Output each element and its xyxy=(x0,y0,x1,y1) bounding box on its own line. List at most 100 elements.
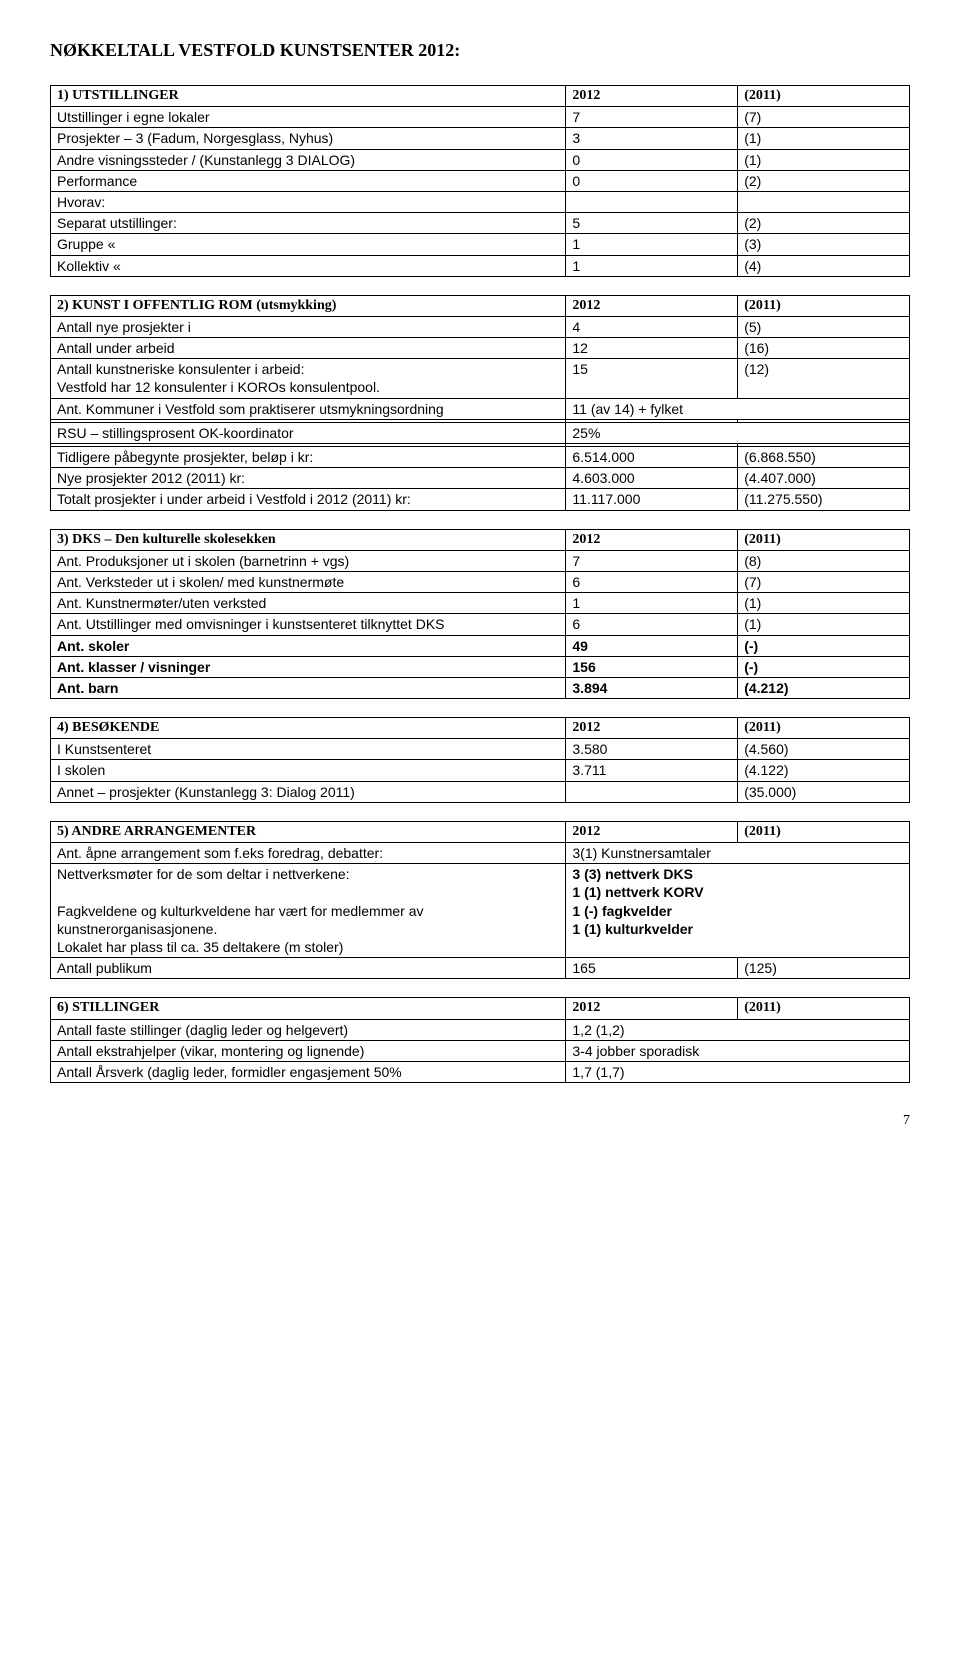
table-header-label: 5) ANDRE ARRANGEMENTER xyxy=(51,821,566,842)
data-table: 3) DKS – Den kulturelle skolesekken2012(… xyxy=(50,529,910,700)
row-label: Totalt prosjekter i under arbeid i Vestf… xyxy=(51,489,566,510)
row-value-2: (2) xyxy=(738,170,910,191)
row-label: RSU – stillingsprosent OK-koordinator xyxy=(51,422,566,443)
table-row: Ant. åpne arrangement som f.eks foredrag… xyxy=(51,843,910,864)
row-value-span: 25% xyxy=(566,422,910,443)
table-row: Antall Årsverk (daglig leder, formidler … xyxy=(51,1061,910,1082)
table-header-col2: (2011) xyxy=(738,718,910,739)
row-label: Nettverksmøter for de som deltar i nettv… xyxy=(51,864,566,958)
row-value-1: 49 xyxy=(566,635,738,656)
row-value-span: 3-4 jobber sporadisk xyxy=(566,1040,910,1061)
table-row: Antall ekstrahjelper (vikar, montering o… xyxy=(51,1040,910,1061)
table-header-col2: (2011) xyxy=(738,86,910,107)
row-value-span: 11 (av 14) + fylket xyxy=(566,398,910,419)
row-value-2: (4) xyxy=(738,255,910,276)
row-label: Tidligere påbegynte prosjekter, beløp i … xyxy=(51,447,566,468)
page-number: 7 xyxy=(50,1113,910,1129)
table-row: Utstillinger i egne lokaler7(7) xyxy=(51,107,910,128)
row-value-span: 1,7 (1,7) xyxy=(566,1061,910,1082)
table-row: RSU – stillingsprosent OK-koordinator25% xyxy=(51,422,910,443)
row-label: Nye prosjekter 2012 (2011) kr: xyxy=(51,468,566,489)
row-value-2: (1) xyxy=(738,128,910,149)
row-value-1: 1 xyxy=(566,255,738,276)
table-header-col2: (2011) xyxy=(738,998,910,1019)
table-header-col1: 2012 xyxy=(566,821,738,842)
row-label: Utstillinger i egne lokaler xyxy=(51,107,566,128)
row-label: I Kunstsenteret xyxy=(51,739,566,760)
row-value-1: 11.117.000 xyxy=(566,489,738,510)
row-label: Ant. Produksjoner ut i skolen (barnetrin… xyxy=(51,550,566,571)
row-value-span: 3 (3) nettverk DKS 1 (1) nettverk KORV 1… xyxy=(566,864,910,958)
row-value-1: 165 xyxy=(566,958,738,979)
table-row: Prosjekter – 3 (Fadum, Norgesglass, Nyhu… xyxy=(51,128,910,149)
row-value-1 xyxy=(566,191,738,212)
table-row: Annet – prosjekter (Kunstanlegg 3: Dialo… xyxy=(51,781,910,802)
row-label: Annet – prosjekter (Kunstanlegg 3: Dialo… xyxy=(51,781,566,802)
row-value-1: 1 xyxy=(566,593,738,614)
row-label: Performance xyxy=(51,170,566,191)
row-label: Ant. Verksteder ut i skolen/ med kunstne… xyxy=(51,571,566,592)
row-value-1: 6 xyxy=(566,614,738,635)
table-header-col2: (2011) xyxy=(738,821,910,842)
table-row: I skolen3.711(4.122) xyxy=(51,760,910,781)
page-title: NØKKELTALL VESTFOLD KUNSTSENTER 2012: xyxy=(50,40,910,61)
row-value-2: (125) xyxy=(738,958,910,979)
row-value-2: (7) xyxy=(738,107,910,128)
row-label: Antall nye prosjekter i xyxy=(51,316,566,337)
row-value-2: (3) xyxy=(738,234,910,255)
table-row: Ant. Verksteder ut i skolen/ med kunstne… xyxy=(51,571,910,592)
row-value-2: (5) xyxy=(738,316,910,337)
row-value-2: (4.122) xyxy=(738,760,910,781)
row-label: Antall ekstrahjelper (vikar, montering o… xyxy=(51,1040,566,1061)
row-value-2: (1) xyxy=(738,593,910,614)
table-header-label: 1) UTSTILLINGER xyxy=(51,86,566,107)
table-row: Tidligere påbegynte prosjekter, beløp i … xyxy=(51,447,910,468)
row-value-1 xyxy=(566,781,738,802)
table-row: Antall nye prosjekter i4(5) xyxy=(51,316,910,337)
row-label: Antall Årsverk (daglig leder, formidler … xyxy=(51,1061,566,1082)
table-header-col1: 2012 xyxy=(566,86,738,107)
table-row: Hvorav: xyxy=(51,191,910,212)
row-label: Ant. barn xyxy=(51,677,566,698)
row-value-2: (-) xyxy=(738,656,910,677)
row-value-1: 7 xyxy=(566,550,738,571)
data-table: 1) UTSTILLINGER2012(2011)Utstillinger i … xyxy=(50,85,910,277)
row-value-2 xyxy=(738,191,910,212)
table-header-col1: 2012 xyxy=(566,718,738,739)
row-value-1: 5 xyxy=(566,213,738,234)
row-value-1: 3.894 xyxy=(566,677,738,698)
table-row: Nye prosjekter 2012 (2011) kr:4.603.000(… xyxy=(51,468,910,489)
row-value-1: 3 xyxy=(566,128,738,149)
table-header-col2: (2011) xyxy=(738,529,910,550)
row-label: Gruppe « xyxy=(51,234,566,255)
row-value-2: (4.407.000) xyxy=(738,468,910,489)
table-row: Ant. Utstillinger med omvisninger i kuns… xyxy=(51,614,910,635)
table-row: Nettverksmøter for de som deltar i nettv… xyxy=(51,864,910,958)
table-header-col2: (2011) xyxy=(738,295,910,316)
tables-container: 1) UTSTILLINGER2012(2011)Utstillinger i … xyxy=(50,85,910,1083)
table-row: Separat utstillinger:5(2) xyxy=(51,213,910,234)
row-value-1: 3.711 xyxy=(566,760,738,781)
row-label: Ant. Kommuner i Vestfold som praktiserer… xyxy=(51,398,566,419)
table-header-col1: 2012 xyxy=(566,998,738,1019)
row-value-2: (4.212) xyxy=(738,677,910,698)
row-label: Hvorav: xyxy=(51,191,566,212)
table-row: Antall kunstneriske konsulenter i arbeid… xyxy=(51,359,910,398)
row-label: Andre visningssteder / (Kunstanlegg 3 DI… xyxy=(51,149,566,170)
row-value-2: (1) xyxy=(738,614,910,635)
row-value-2: (-) xyxy=(738,635,910,656)
data-table: 6) STILLINGER2012(2011)Antall faste stil… xyxy=(50,997,910,1083)
row-label: Kollektiv « xyxy=(51,255,566,276)
table-row: Antall under arbeid12(16) xyxy=(51,338,910,359)
row-label: Antall faste stillinger (daglig leder og… xyxy=(51,1019,566,1040)
row-label: Antall publikum xyxy=(51,958,566,979)
row-value-1: 0 xyxy=(566,149,738,170)
row-value-2: (4.560) xyxy=(738,739,910,760)
table-row: Andre visningssteder / (Kunstanlegg 3 DI… xyxy=(51,149,910,170)
table-row: Ant. klasser / visninger156(-) xyxy=(51,656,910,677)
table-row: Gruppe «1(3) xyxy=(51,234,910,255)
row-label: I skolen xyxy=(51,760,566,781)
row-label: Ant. åpne arrangement som f.eks foredrag… xyxy=(51,843,566,864)
table-row: Performance0(2) xyxy=(51,170,910,191)
row-value-1: 7 xyxy=(566,107,738,128)
